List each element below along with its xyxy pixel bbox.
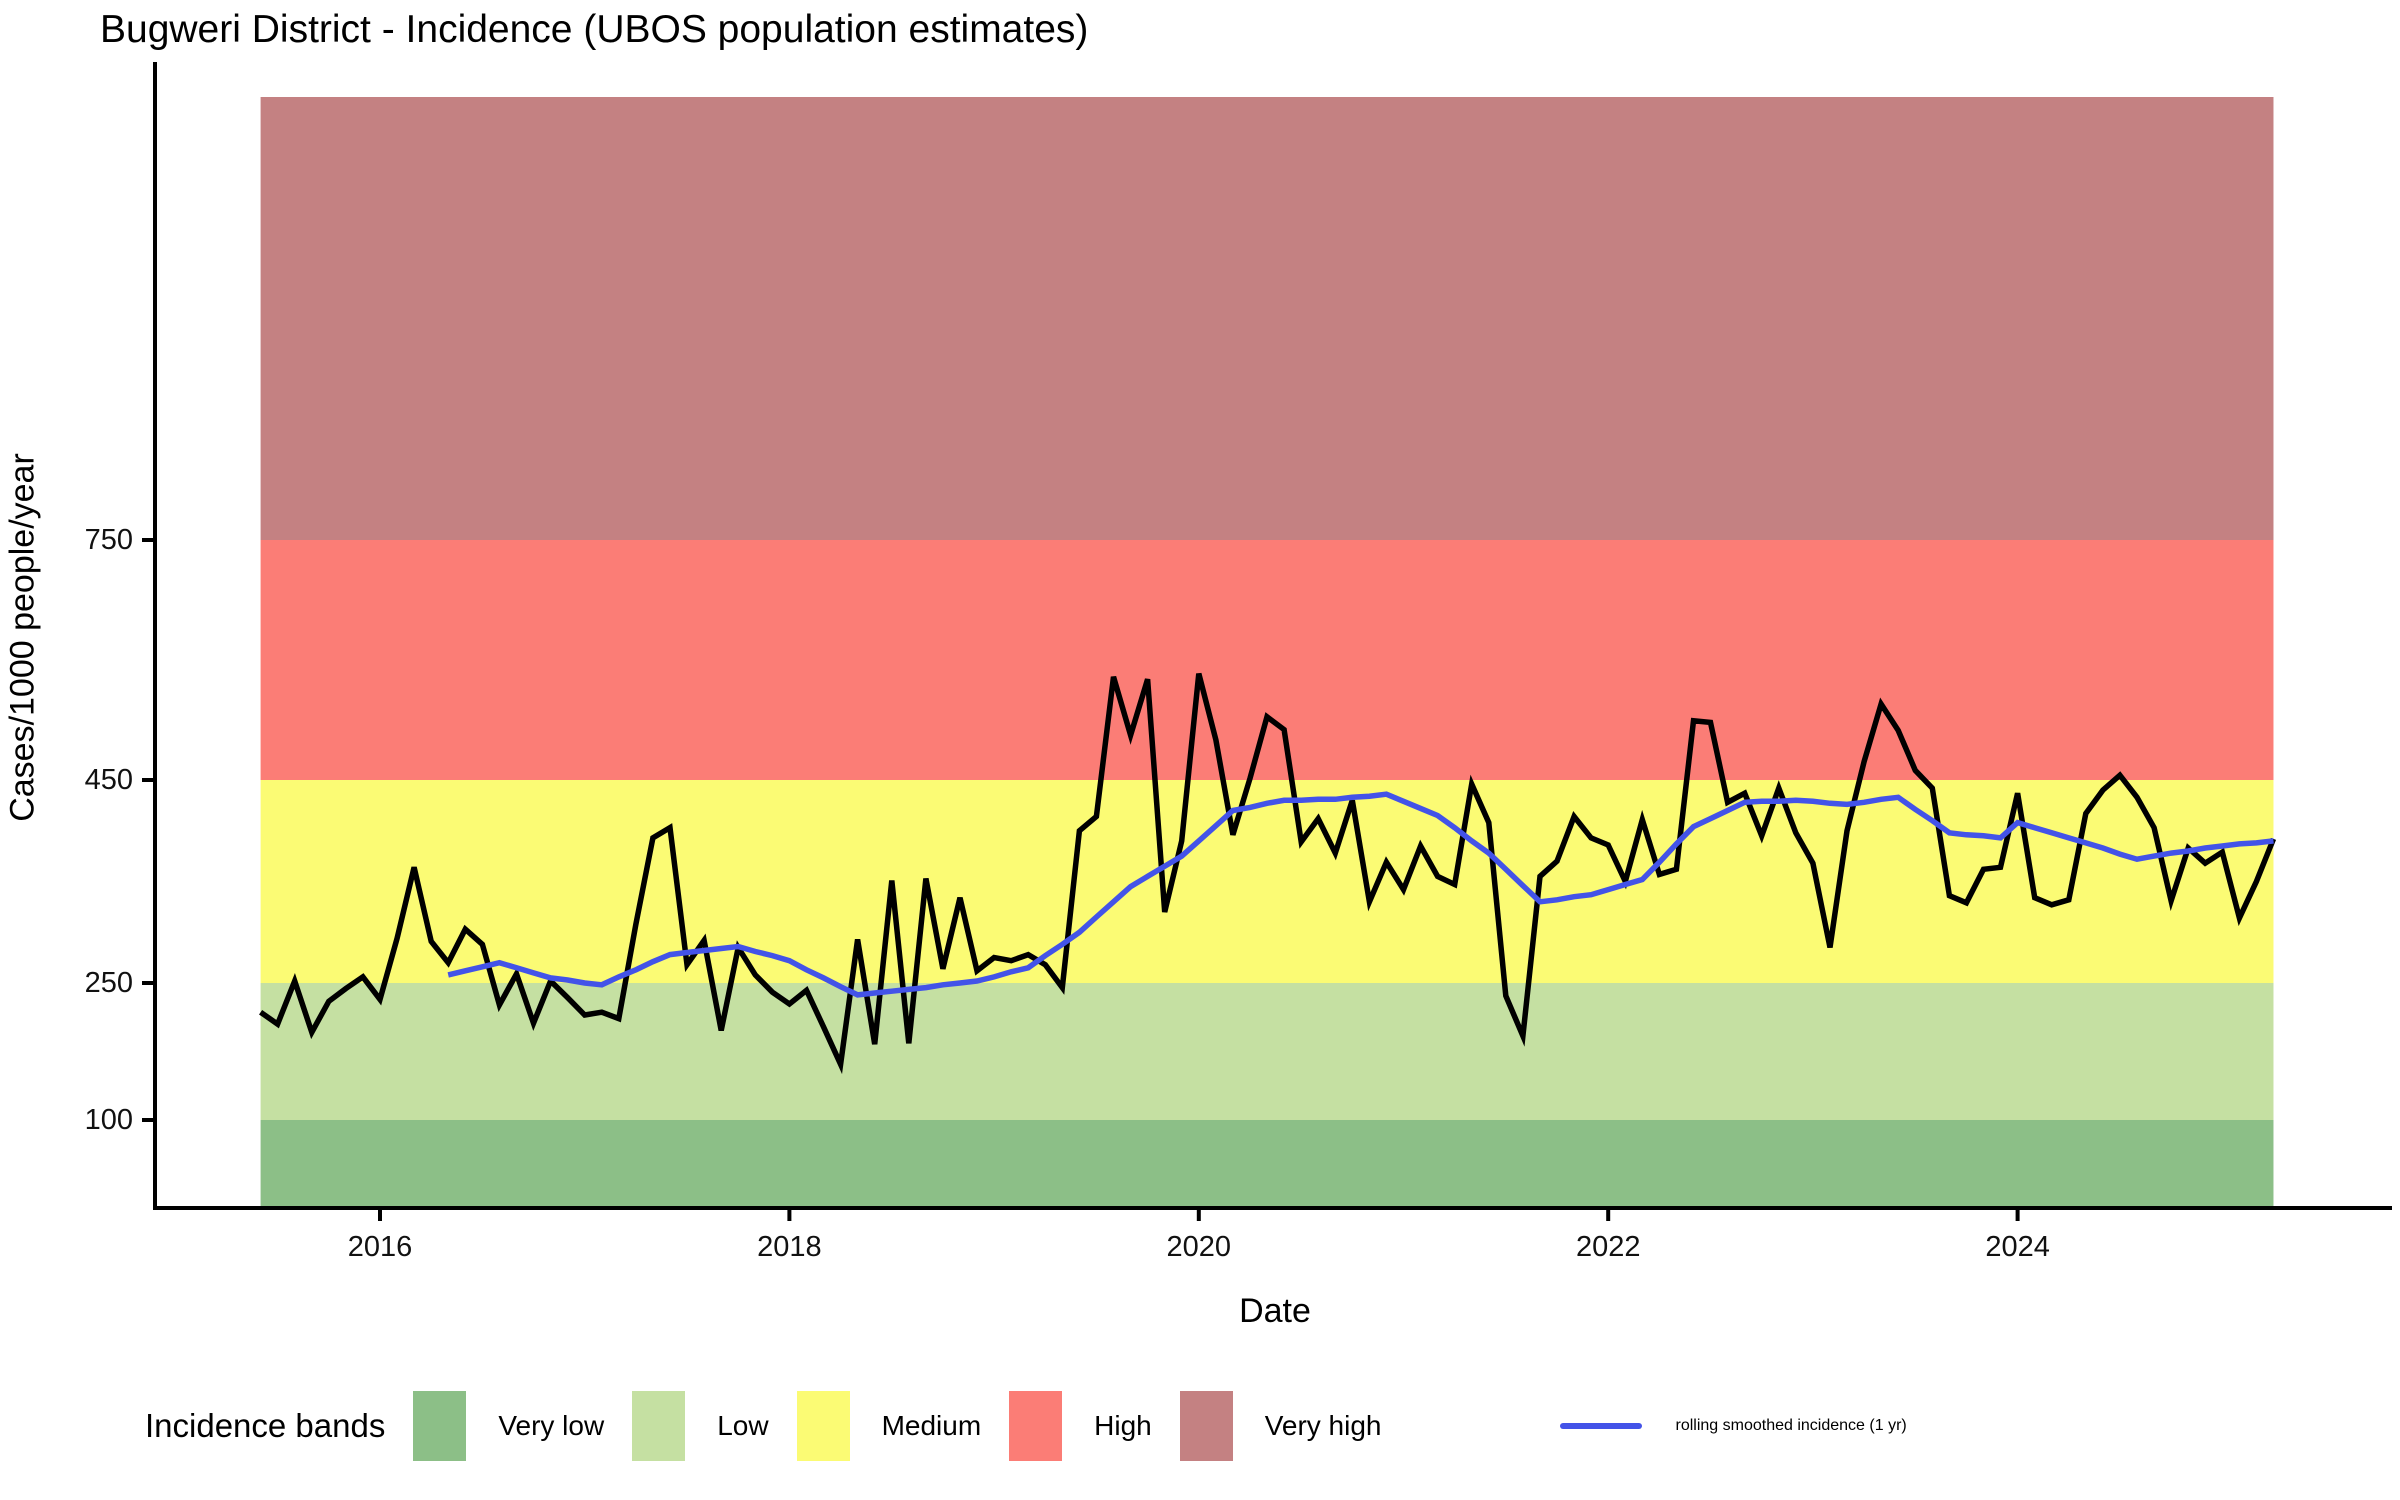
legend-item-label: Very high: [1264, 1410, 1382, 1441]
legend: Incidence bands Very low Low Medium High Ver…: [145, 1388, 1907, 1464]
legend-item-label: High: [1094, 1410, 1152, 1441]
smoothed-incidence-line: [447, 791, 2274, 998]
y-tick-label: 750: [85, 524, 133, 556]
legend-item-label: Low: [717, 1410, 769, 1441]
legend-band-items: Very low Low Medium High Very high: [413, 1391, 1409, 1461]
legend-item-label: Medium: [881, 1410, 982, 1441]
legend-swatch-high: [1009, 1391, 1063, 1461]
y-tick-label: 450: [85, 764, 133, 796]
y-tick-label: 250: [85, 967, 133, 999]
legend-swatch-very-high: [1179, 1391, 1233, 1461]
x-tick-label: 2018: [757, 1231, 822, 1263]
legend-line-item: rolling smoothed incidence (1 yr): [1559, 1417, 1907, 1435]
legend-swatch-very-low: [413, 1391, 467, 1461]
legend-item-medium: Medium: [796, 1391, 982, 1461]
legend-item-very-high: Very high: [1179, 1391, 1382, 1461]
band-very-high: [260, 97, 2274, 540]
legend-item-low: Low: [632, 1391, 769, 1461]
x-axis-label: Date: [1239, 1292, 1311, 1330]
y-tick-label: 100: [85, 1104, 133, 1136]
legend-item-label: Very low: [498, 1410, 605, 1441]
band-medium: [260, 780, 2274, 983]
x-tick-label: 2024: [1985, 1231, 2050, 1263]
legend-item-high: High: [1009, 1391, 1152, 1461]
legend-title: Incidence bands: [145, 1407, 386, 1444]
band-high: [260, 540, 2274, 780]
legend-swatch-medium: [796, 1391, 850, 1461]
legend-item-very-low: Very low: [413, 1391, 604, 1461]
smoothed-line-key-icon: [1559, 1423, 1642, 1429]
x-tick-label: 2016: [348, 1231, 413, 1263]
chart-title: Bugweri District - Incidence (UBOS popul…: [100, 8, 1089, 51]
band-low: [260, 983, 2274, 1120]
x-tick-label: 2022: [1576, 1231, 1641, 1263]
band-very-low: [260, 1120, 2274, 1208]
legend-line-label: rolling smoothed incidence (1 yr): [1675, 1417, 1907, 1434]
x-tick-label: 2020: [1167, 1231, 1232, 1263]
legend-swatch-low: [632, 1391, 686, 1461]
